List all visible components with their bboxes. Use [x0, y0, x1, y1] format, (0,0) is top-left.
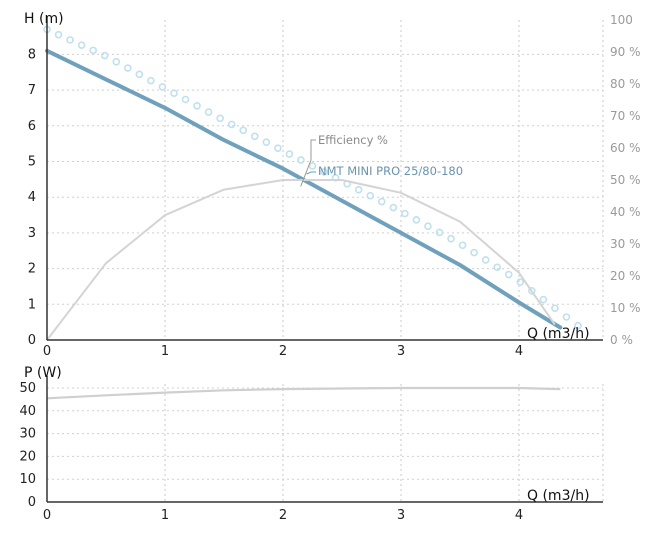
npsh-dotted-point: [470, 248, 478, 257]
bottom-y-tick-label: 0: [28, 495, 36, 510]
bottom-x-tick-label: 2: [279, 508, 287, 523]
npsh-dotted-point: [77, 41, 86, 49]
npsh-dotted-point: [504, 270, 513, 279]
top-y-tick-label: 3: [28, 226, 36, 241]
npsh-dotted-point: [528, 286, 536, 295]
bottom-y-tick-label: 30: [19, 427, 36, 442]
bottom-x-tick-label: 4: [515, 508, 523, 523]
npsh-dotted-point: [424, 222, 432, 230]
top-y-tick-label: 7: [28, 83, 36, 98]
npsh-dotted-point: [435, 228, 444, 237]
head-curve: [45, 48, 563, 330]
efficiency-leader-line: [300, 139, 316, 187]
npsh-dotted-point: [389, 203, 398, 212]
npsh-dotted-point: [493, 263, 501, 272]
npsh-dotted-point: [239, 126, 248, 135]
top-y2-tick-label: 0 %: [610, 333, 633, 347]
top-y2-tick-label: 40 %: [610, 205, 641, 219]
npsh-dotted-point: [274, 144, 282, 152]
npsh-dotted-point: [54, 30, 63, 39]
efficiency-curve: [46, 179, 556, 341]
npsh-dotted-point: [366, 191, 375, 200]
npsh-dotted-point: [551, 304, 559, 313]
bottom-x-axis-title: Q (m3/h): [527, 488, 590, 504]
bottom-y-tick-label: 20: [19, 449, 36, 464]
bottom-x-tick-label: 0: [43, 508, 51, 523]
top-y2-tick-label: 80 %: [610, 77, 641, 91]
top-x-tick-label: 3: [397, 344, 405, 359]
npsh-dotted-point: [297, 156, 305, 164]
top-x-axis-title: Q (m3/h): [527, 326, 590, 342]
top-y-tick-label: 0: [28, 333, 36, 348]
top-y2-tick-label: 70 %: [610, 109, 641, 123]
npsh-dotted-point: [170, 89, 178, 98]
bottom-y-tick-label: 10: [19, 472, 36, 487]
top-y-axis-title: H (m): [24, 11, 64, 27]
bottom-y-axis-title: P (W): [24, 365, 62, 381]
npsh-dotted-point: [262, 138, 271, 147]
head-leader-line: [306, 171, 316, 175]
npsh-dotted-point: [574, 321, 582, 330]
top-y2-tick-label: 30 %: [610, 237, 641, 251]
npsh-dotted-point: [158, 83, 167, 91]
npsh-dotted-point: [481, 256, 490, 264]
npsh-dotted-point: [412, 216, 421, 224]
npsh-dotted-point: [401, 209, 409, 218]
top-y-tick-label: 6: [28, 119, 36, 134]
top-y2-tick-label: 10 %: [610, 301, 641, 315]
top-x-tick-label: 0: [43, 344, 51, 359]
top-x-tick-label: 1: [161, 344, 169, 359]
top-x-tick-label: 4: [515, 344, 523, 359]
npsh-dotted-point: [89, 46, 97, 55]
top-y2-tick-label: 100: [610, 13, 633, 27]
top-y-tick-label: 4: [28, 190, 36, 205]
npsh-dotted-point: [193, 101, 201, 110]
npsh-dotted-point: [539, 295, 548, 304]
npsh-dotted-point: [285, 150, 294, 158]
bottom-y-tick-label: 50: [19, 381, 36, 396]
npsh-dotted-point: [227, 120, 236, 129]
npsh-dotted-point: [354, 185, 363, 194]
npsh-dotted-point: [100, 51, 109, 60]
top-x-tick-label: 2: [279, 344, 287, 359]
npsh-dotted-point: [516, 278, 525, 286]
top-y2-tick-label: 50 %: [610, 173, 641, 187]
bottom-x-tick-label: 3: [397, 508, 405, 523]
npsh-dotted-point: [250, 132, 259, 141]
top-y2-tick-label: 60 %: [610, 141, 641, 155]
npsh-dotted-point: [458, 241, 467, 250]
bottom-x-tick-label: 1: [161, 508, 169, 523]
top-y2-tick-label: 20 %: [610, 269, 641, 283]
npsh-dotted-point: [377, 197, 386, 206]
top-y2-tick-label: 90 %: [610, 45, 641, 59]
npsh-dotted-point: [447, 234, 455, 243]
npsh-dotted-point: [135, 70, 144, 79]
head-series-label: NMT MINI PRO 25/80-180: [318, 164, 463, 178]
npsh-dotted-point: [204, 108, 213, 116]
top-y-tick-label: 1: [28, 297, 36, 312]
npsh-dotted-point: [147, 76, 155, 85]
npsh-dotted-point: [216, 114, 224, 123]
power-curve: [46, 386, 561, 400]
npsh-dotted-point: [562, 313, 571, 321]
npsh-dotted-point: [124, 64, 132, 72]
top-y-tick-label: 8: [28, 47, 36, 62]
npsh-dotted-point: [112, 57, 121, 66]
npsh-dotted-point: [308, 162, 317, 170]
top-y-tick-label: 2: [28, 262, 36, 277]
npsh-dotted-point: [181, 95, 190, 104]
bottom-y-tick-label: 40: [19, 404, 36, 419]
npsh-dotted-point: [320, 168, 328, 176]
npsh-dotted-point: [66, 36, 74, 44]
efficiency-series-label: Efficiency %: [318, 133, 388, 147]
top-y-tick-label: 5: [28, 155, 36, 170]
